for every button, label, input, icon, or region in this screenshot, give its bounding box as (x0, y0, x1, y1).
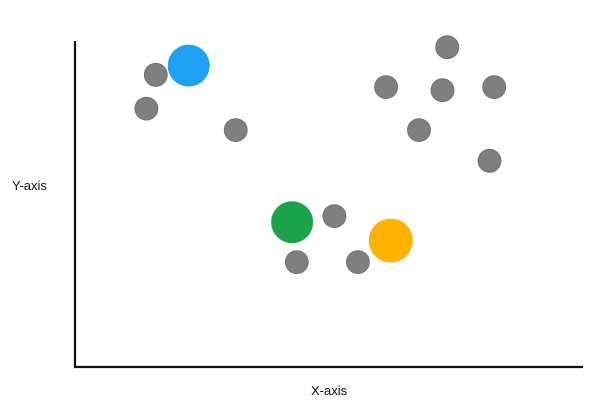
data-point-gray (478, 149, 501, 172)
data-point-gray (346, 251, 369, 274)
data-point-gray (431, 79, 454, 102)
data-point-gray (285, 251, 308, 274)
data-point-gray (323, 205, 346, 228)
y-axis-label: Y-axis (12, 178, 47, 193)
data-point-blue (168, 45, 210, 87)
data-point-orange (369, 219, 413, 263)
data-point-green (271, 201, 313, 243)
data-point-gray (144, 63, 167, 86)
x-axis-label: X-axis (311, 383, 348, 398)
data-point-gray (135, 97, 158, 120)
data-point-gray (375, 76, 398, 99)
data-point-gray (483, 76, 506, 99)
data-point-gray (408, 119, 431, 142)
data-point-gray (436, 36, 459, 59)
data-point-gray (224, 119, 247, 142)
points-layer (135, 36, 506, 274)
